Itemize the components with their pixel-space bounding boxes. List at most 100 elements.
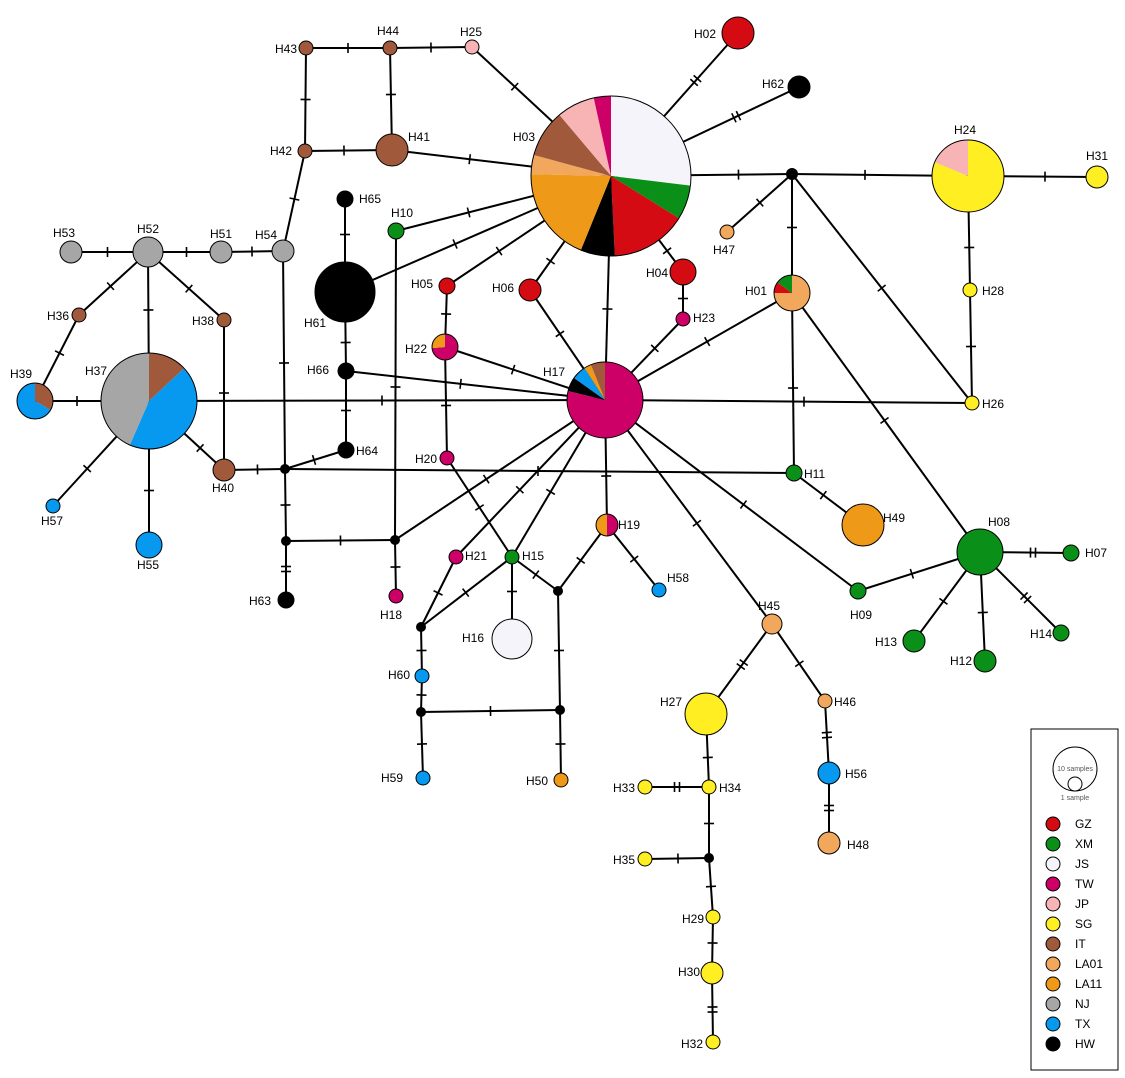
haplotype-label: H51: [210, 227, 232, 241]
pie-slice: [129, 368, 198, 449]
haplotype-node-h42[interactable]: [297, 143, 313, 159]
size-scale-small-circle: [1067, 776, 1083, 792]
haplotype-node-h47[interactable]: [719, 224, 735, 240]
haplotype-label: H31: [1086, 149, 1108, 163]
haplotype-node-h23[interactable]: [675, 311, 691, 327]
haplotype-node-h10[interactable]: [387, 222, 405, 240]
haplotype-node-h63[interactable]: [277, 591, 295, 609]
haplotype-node-h02[interactable]: [721, 16, 755, 50]
haplotype-node-h48[interactable]: [817, 831, 841, 855]
haplotype-node-h13[interactable]: [902, 629, 926, 653]
haplotype-label: H19: [618, 518, 640, 532]
legend-item-it: IT: [1045, 936, 1086, 952]
haplotype-node-h34[interactable]: [701, 779, 717, 795]
haplotype-node-h45[interactable]: [761, 613, 783, 635]
haplotype-node-h14[interactable]: [1052, 624, 1070, 642]
haplotype-node-h19[interactable]: [595, 513, 619, 537]
legend-item-tw: TW: [1045, 876, 1094, 892]
haplotype-node-h03[interactable]: [530, 95, 692, 257]
haplotype-node-h59[interactable]: [415, 770, 431, 786]
haplotype-label: H66: [307, 363, 329, 377]
legend-item-gz: GZ: [1045, 816, 1092, 832]
haplotype-node-h01[interactable]: [773, 274, 811, 312]
haplotype-node-h26[interactable]: [964, 395, 980, 411]
haplotype-label: H03: [513, 130, 535, 144]
haplotype-node-h55[interactable]: [135, 531, 163, 559]
haplotype-node-h54[interactable]: [271, 239, 295, 263]
haplotype-node-h58[interactable]: [651, 582, 667, 598]
haplotype-node-h17[interactable]: [566, 361, 644, 439]
pie-slice: [298, 40, 314, 56]
haplotype-node-h51[interactable]: [209, 240, 233, 264]
haplotype-label: H41: [408, 130, 430, 144]
haplotype-node-h08[interactable]: [956, 528, 1004, 576]
haplotype-node-h12[interactable]: [973, 649, 997, 673]
network-edge: [791, 292, 795, 474]
haplotype-node-h64[interactable]: [337, 441, 355, 459]
mutation-tick: [185, 284, 193, 293]
haplotype-node-h15[interactable]: [504, 549, 520, 565]
pie-slice: [774, 282, 792, 293]
haplotype-node-h49[interactable]: [841, 503, 885, 547]
pie-slice: [817, 693, 833, 709]
legend-label: XM: [1075, 837, 1093, 851]
haplotype-node-h33[interactable]: [637, 779, 653, 795]
haplotype-node-h21[interactable]: [448, 549, 464, 565]
haplotype-node-h30[interactable]: [700, 961, 724, 985]
haplotype-node-h60[interactable]: [414, 668, 430, 684]
haplotype-node-h40[interactable]: [212, 458, 236, 482]
network-edge: [511, 556, 559, 592]
median-vector-node: [555, 705, 565, 715]
haplotype-node-h20[interactable]: [439, 450, 455, 466]
haplotype-node-h32[interactable]: [705, 1034, 721, 1050]
haplotype-node-h28[interactable]: [962, 282, 978, 298]
haplotype-node-h07[interactable]: [1062, 544, 1080, 562]
haplotype-node-h38[interactable]: [216, 312, 232, 328]
haplotype-node-h44[interactable]: [382, 40, 398, 56]
haplotype-node-h27[interactable]: [684, 692, 728, 736]
pie-slice: [574, 368, 605, 400]
pie-slice: [761, 613, 783, 635]
haplotype-node-h43[interactable]: [298, 40, 314, 56]
haplotype-node-h37[interactable]: [100, 352, 198, 450]
median-vector-node: [280, 464, 290, 474]
pie-slice: [611, 96, 691, 186]
haplotype-node-h62[interactable]: [787, 75, 811, 99]
haplotype-node-h53[interactable]: [59, 240, 83, 264]
pie-slice: [518, 278, 542, 302]
haplotype-node-h18[interactable]: [388, 588, 404, 604]
haplotype-node-h41[interactable]: [375, 133, 409, 167]
haplotype-node-h46[interactable]: [817, 693, 833, 709]
haplotype-node-h52[interactable]: [132, 236, 164, 268]
labels-layer: H01 H02 H03 H04 H05 H06 H07 H08 H09 H10 H11 H12 H13 H…: [10, 24, 1108, 1051]
haplotype-node-h25[interactable]: [464, 39, 480, 55]
legend-label: SG: [1075, 917, 1092, 931]
haplotype-node-h39[interactable]: [16, 382, 54, 420]
haplotype-node-h29[interactable]: [705, 909, 721, 925]
haplotype-node-h22[interactable]: [431, 333, 459, 361]
mutation-tick: [662, 247, 672, 255]
network-edge: [557, 524, 608, 592]
haplotype-node-h04[interactable]: [669, 258, 697, 286]
haplotype-node-h57[interactable]: [45, 498, 61, 514]
pie-slice: [212, 458, 236, 482]
network-edge: [604, 399, 773, 625]
network-edge: [420, 556, 457, 628]
haplotype-node-h16[interactable]: [491, 618, 533, 660]
haplotype-node-h35[interactable]: [637, 851, 653, 867]
haplotype-node-h11[interactable]: [785, 464, 803, 482]
haplotype-node-h36[interactable]: [71, 307, 87, 323]
haplotype-label: H50: [526, 774, 548, 788]
haplotype-node-h56[interactable]: [817, 761, 841, 785]
haplotype-node-h31[interactable]: [1085, 165, 1109, 189]
haplotype-node-h50[interactable]: [553, 772, 569, 788]
haplotype-node-h24[interactable]: [931, 139, 1005, 213]
haplotype-node-h65[interactable]: [336, 190, 354, 208]
network-edge: [606, 524, 660, 591]
haplotype-node-h61[interactable]: [314, 261, 376, 323]
haplotype-node-h06[interactable]: [518, 278, 542, 302]
haplotype-node-h66[interactable]: [337, 362, 355, 380]
haplotype-node-h05[interactable]: [438, 277, 456, 295]
haplotype-node-h09[interactable]: [849, 582, 867, 600]
haplotype-label: H28: [982, 284, 1004, 298]
